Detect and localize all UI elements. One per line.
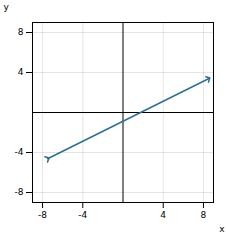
svg-text:-4: -4 xyxy=(15,147,24,157)
svg-text:4: 4 xyxy=(18,67,24,77)
svg-text:4: 4 xyxy=(160,210,166,220)
svg-text:y: y xyxy=(4,2,10,12)
svg-text:8: 8 xyxy=(18,27,24,37)
svg-text:-4: -4 xyxy=(78,210,87,220)
svg-text:-8: -8 xyxy=(15,187,24,197)
svg-text:x: x xyxy=(219,224,225,234)
svg-text:-8: -8 xyxy=(38,210,47,220)
svg-text:8: 8 xyxy=(201,210,207,220)
